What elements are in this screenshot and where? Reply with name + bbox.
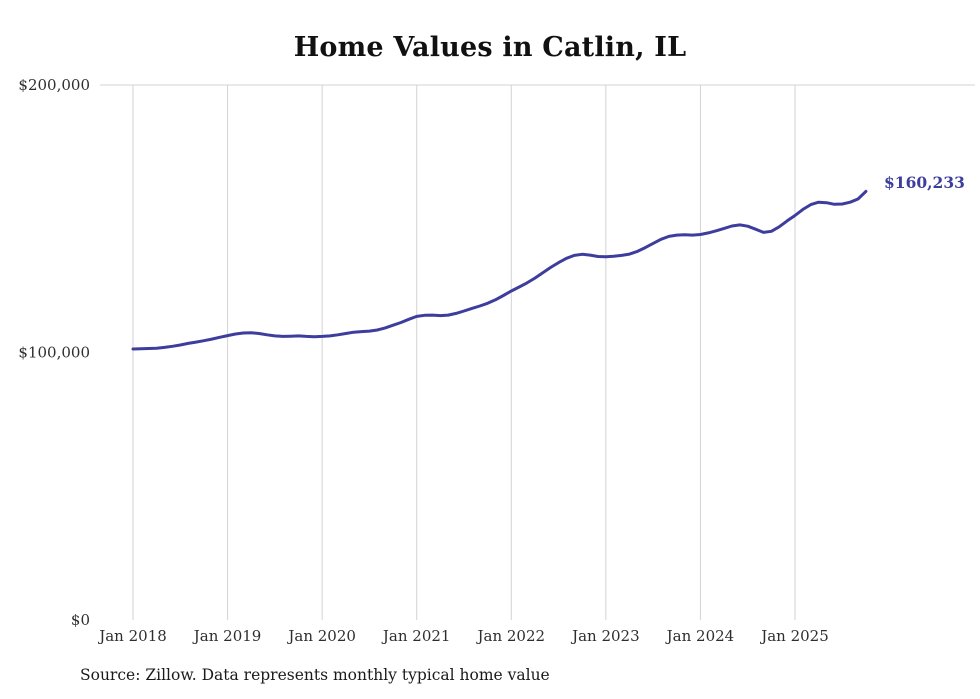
x-tick-label: Jan 2021 [381,627,451,645]
x-tick-label: Jan 2024 [665,627,735,645]
x-tick-label: Jan 2020 [286,627,356,645]
y-tick-label: $100,000 [18,344,90,362]
x-tick-label: Jan 2018 [97,627,167,645]
x-tick-label: Jan 2022 [476,627,546,645]
x-tick-label: Jan 2025 [759,627,829,645]
y-tick-label: $200,000 [18,76,90,94]
latest-value-label: $160,233 [884,173,965,192]
source-note: Source: Zillow. Data represents monthly … [80,666,550,684]
home-value-line [131,189,868,351]
x-tick-label: Jan 2019 [192,627,262,645]
y-tick-label: $0 [71,611,90,629]
chart-title: Home Values in Catlin, IL [293,32,687,63]
x-tick-label: Jan 2023 [570,627,640,645]
